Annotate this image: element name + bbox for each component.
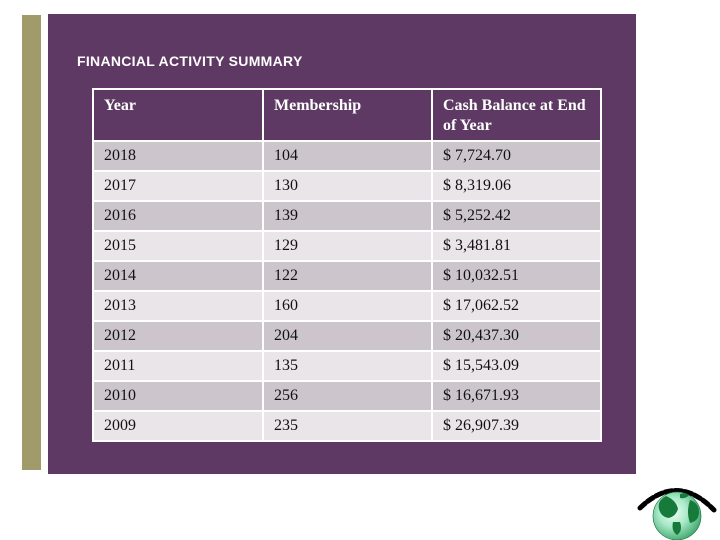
accent-stripe: [22, 15, 41, 470]
table-cell: 2014: [92, 260, 264, 292]
table-cell: $ 10,032.51: [431, 260, 602, 292]
table-cell: 160: [262, 290, 433, 322]
table-row: 2013 160 $ 17,062.52: [92, 290, 602, 322]
column-header-membership: Membership: [262, 88, 433, 142]
table-header-row: Year Membership Cash Balance at End of Y…: [92, 88, 602, 142]
table-body: 2018 104 $ 7,724.70 2017 130 $ 8,319.06 2016 13…: [92, 140, 602, 442]
table-cell: $ 8,319.06: [431, 170, 602, 202]
table-cell: 235: [262, 410, 433, 442]
table-cell: $ 5,252.42: [431, 200, 602, 232]
table-cell: $ 16,671.93: [431, 380, 602, 412]
table-row: 2011 135 $ 15,543.09: [92, 350, 602, 382]
table-row: 2009 235 $ 26,907.39: [92, 410, 602, 442]
table-cell: 2013: [92, 290, 264, 322]
table-cell: 2015: [92, 230, 264, 262]
globe-icon: [637, 488, 717, 540]
table-cell: 122: [262, 260, 433, 292]
table-row: 2014 122 $ 10,032.51: [92, 260, 602, 292]
column-header-year: Year: [92, 88, 264, 142]
club-logo: [636, 472, 718, 540]
table-cell: 135: [262, 350, 433, 382]
table-cell: 129: [262, 230, 433, 262]
table-cell: 2011: [92, 350, 264, 382]
table-cell: 2012: [92, 320, 264, 352]
table-cell: 204: [262, 320, 433, 352]
column-header-cash-balance: Cash Balance at End of Year: [431, 88, 602, 142]
slide-title: FINANCIAL ACTIVITY SUMMARY: [77, 53, 303, 69]
table-cell: $ 15,543.09: [431, 350, 602, 382]
table-cell: $ 7,724.70: [431, 140, 602, 172]
table-cell: $ 20,437.30: [431, 320, 602, 352]
table-row: 2010 256 $ 16,671.93: [92, 380, 602, 412]
logo-arc-text-icon: [637, 488, 717, 513]
table-cell: 130: [262, 170, 433, 202]
table-cell: 104: [262, 140, 433, 172]
table-cell: 2010: [92, 380, 264, 412]
table-cell: 139: [262, 200, 433, 232]
table-row: 2016 139 $ 5,252.42: [92, 200, 602, 232]
table-cell: 256: [262, 380, 433, 412]
table-cell: 2018: [92, 140, 264, 172]
table-cell: 2017: [92, 170, 264, 202]
table-cell: 2016: [92, 200, 264, 232]
slide-background-panel: FINANCIAL ACTIVITY SUMMARY Year Membersh…: [48, 14, 636, 474]
table-row: 2012 204 $ 20,437.30: [92, 320, 602, 352]
table-cell: $ 17,062.52: [431, 290, 602, 322]
table-cell: 2009: [92, 410, 264, 442]
financial-activity-table: Year Membership Cash Balance at End of Y…: [92, 88, 602, 442]
table-row: 2018 104 $ 7,724.70: [92, 140, 602, 172]
table-cell: $ 26,907.39: [431, 410, 602, 442]
table-row: 2015 129 $ 3,481.81: [92, 230, 602, 262]
table-row: 2017 130 $ 8,319.06: [92, 170, 602, 202]
table-cell: $ 3,481.81: [431, 230, 602, 262]
